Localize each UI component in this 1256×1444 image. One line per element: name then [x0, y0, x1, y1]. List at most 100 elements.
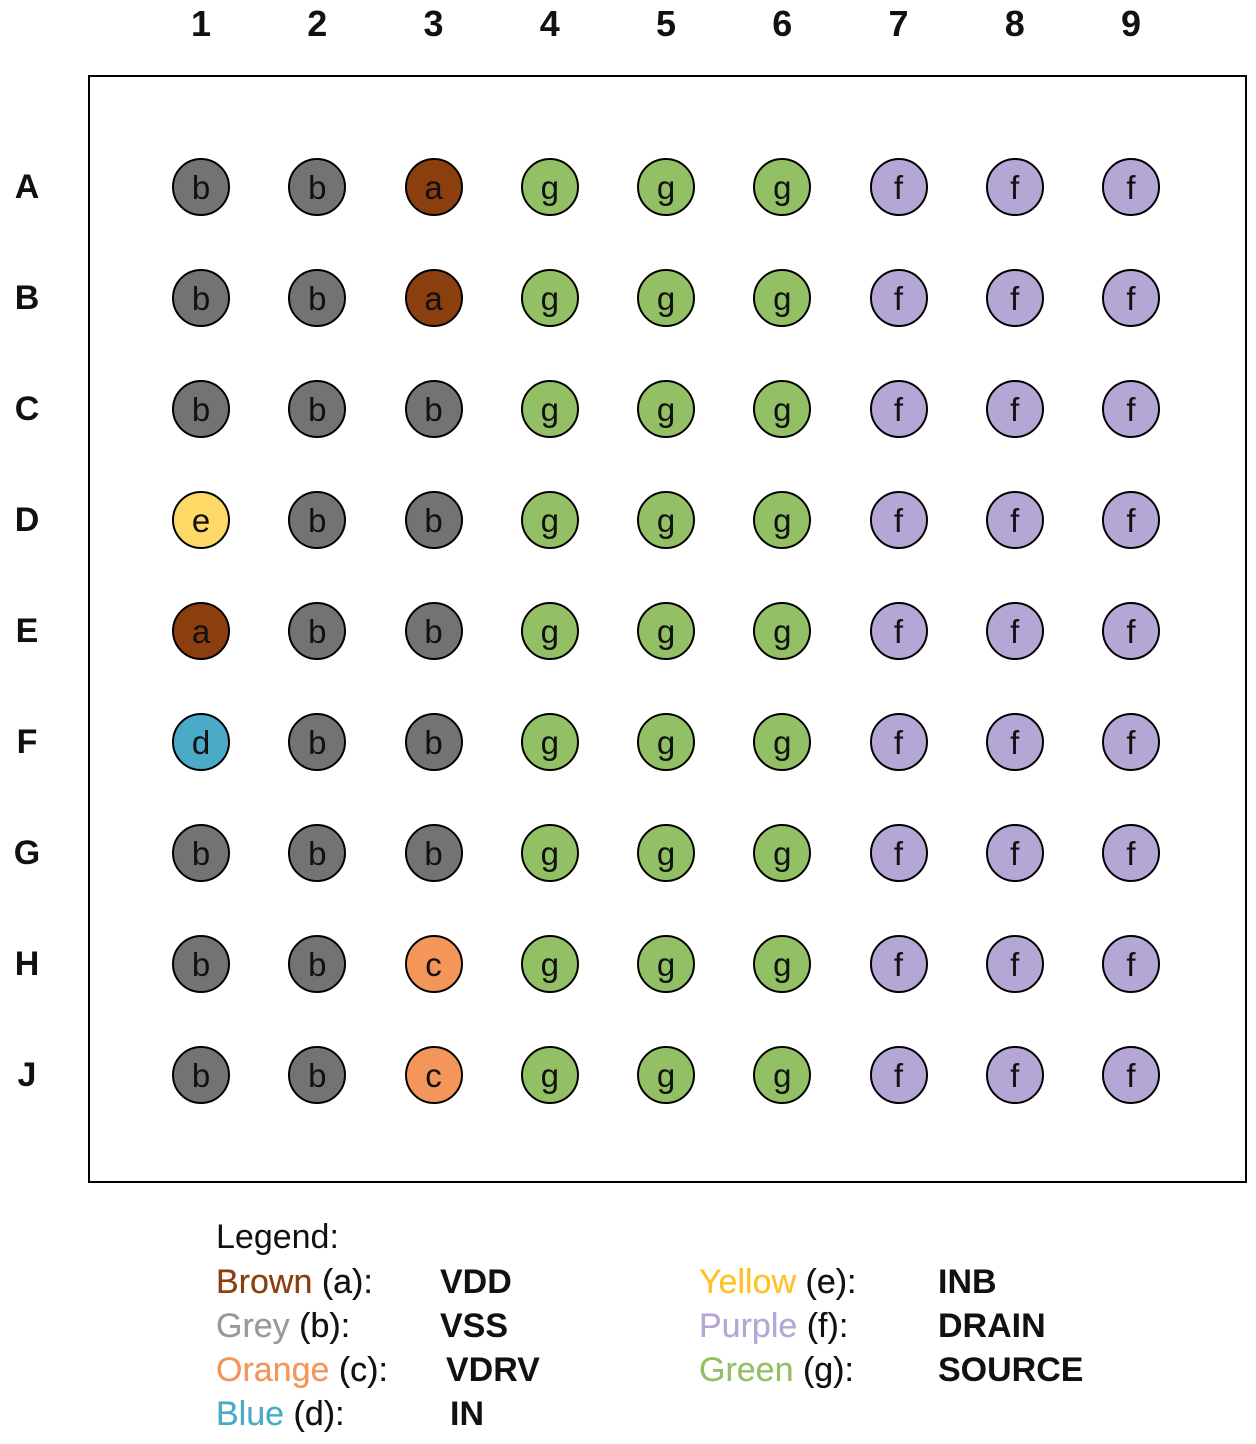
- row-label-E: E: [15, 612, 39, 650]
- pin-B8: f: [985, 269, 1044, 327]
- legend-item-g: Green (g):: [699, 1348, 854, 1392]
- pin-D5: g: [637, 491, 695, 549]
- pin-D1: e: [172, 491, 230, 549]
- pin-B2: b: [288, 269, 347, 327]
- pin-G6: g: [753, 824, 812, 882]
- legend-item-e: Yellow (e):: [699, 1260, 857, 1304]
- row-label-G: G: [13, 834, 41, 872]
- legend-signal-f: DRAIN: [938, 1307, 1046, 1345]
- pin-E4: g: [520, 602, 579, 660]
- pin-A8: f: [985, 158, 1044, 216]
- legend-color-name: Grey: [216, 1307, 290, 1345]
- pin-G1: b: [172, 824, 230, 882]
- row-label-F: F: [16, 723, 38, 761]
- row-label-D: D: [14, 501, 40, 539]
- pin-G3: b: [404, 824, 463, 882]
- pin-J8: f: [985, 1046, 1044, 1104]
- pin-E6: g: [753, 602, 812, 660]
- pin-F5: g: [637, 713, 695, 771]
- legend-color-name: Purple: [699, 1307, 798, 1345]
- pin-F6: g: [753, 713, 812, 771]
- pin-H8: f: [985, 935, 1044, 993]
- pin-J3: c: [404, 1046, 463, 1104]
- pin-C2: b: [288, 380, 347, 438]
- pin-J1: b: [172, 1046, 230, 1104]
- pin-C6: g: [753, 380, 812, 438]
- pin-F9: f: [1102, 713, 1160, 771]
- pin-B7: f: [869, 269, 928, 327]
- legend-item-f: Purple (f):: [699, 1304, 848, 1348]
- legend-code: (c):: [329, 1351, 388, 1389]
- pin-C4: g: [520, 380, 579, 438]
- legend-item-a: Brown (a):: [216, 1260, 373, 1304]
- pin-C7: f: [869, 380, 928, 438]
- legend-color-name: Brown: [216, 1263, 313, 1301]
- legend-signal-a: VDD: [440, 1263, 512, 1301]
- pin-G8: f: [985, 824, 1044, 882]
- pin-A9: f: [1102, 158, 1160, 216]
- pin-G7: f: [869, 824, 928, 882]
- row-label-C: C: [14, 390, 40, 428]
- pin-F3: b: [404, 713, 463, 771]
- pin-B9: f: [1102, 269, 1160, 327]
- pin-J7: f: [869, 1046, 928, 1104]
- column-label-6: 6: [772, 3, 793, 44]
- pin-C8: f: [985, 380, 1044, 438]
- pin-C9: f: [1102, 380, 1160, 438]
- pin-F4: g: [520, 713, 579, 771]
- pin-J6: g: [753, 1046, 812, 1104]
- pin-H9: f: [1102, 935, 1160, 993]
- legend-code: (a):: [312, 1263, 373, 1301]
- legend-code: (e):: [796, 1263, 857, 1301]
- pin-G5: g: [637, 824, 695, 882]
- pin-E2: b: [288, 602, 347, 660]
- pin-D2: b: [288, 491, 347, 549]
- pin-B6: g: [753, 269, 812, 327]
- pin-A1: b: [172, 158, 230, 216]
- pin-C5: g: [637, 380, 695, 438]
- legend-color-name: Yellow: [699, 1263, 797, 1301]
- row-label-H: H: [14, 945, 40, 983]
- pin-H5: g: [637, 935, 695, 993]
- pin-J2: b: [288, 1046, 347, 1104]
- column-label-9: 9: [1120, 3, 1142, 44]
- pin-G9: f: [1102, 824, 1160, 882]
- pin-A3: a: [404, 158, 463, 216]
- pin-H4: g: [520, 935, 579, 993]
- pin-H2: b: [288, 935, 347, 993]
- legend-code: (b):: [289, 1307, 351, 1345]
- legend-title: Legend:: [216, 1218, 339, 1256]
- pin-F2: b: [288, 713, 347, 771]
- pin-C3: b: [404, 380, 463, 438]
- pin-E1: a: [172, 602, 230, 660]
- pin-A5: g: [637, 158, 695, 216]
- pin-E9: f: [1102, 602, 1160, 660]
- pin-G2: b: [288, 824, 347, 882]
- pin-J5: g: [637, 1046, 695, 1104]
- legend-signal-c: VDRV: [446, 1351, 540, 1389]
- column-label-4: 4: [539, 3, 560, 44]
- pin-E8: f: [985, 602, 1044, 660]
- pin-F8: f: [985, 713, 1044, 771]
- pin-D4: g: [520, 491, 579, 549]
- legend-color-name: Blue: [216, 1395, 285, 1433]
- pin-D8: f: [985, 491, 1044, 549]
- pin-D9: f: [1102, 491, 1160, 549]
- pin-G4: g: [520, 824, 579, 882]
- row-label-A: A: [14, 168, 40, 206]
- pin-D6: g: [753, 491, 812, 549]
- pin-J4: g: [520, 1046, 579, 1104]
- pin-D3: b: [404, 491, 463, 549]
- legend-color-name: Orange: [216, 1351, 330, 1389]
- column-label-7: 7: [888, 3, 909, 44]
- legend-code: (d):: [284, 1395, 345, 1433]
- legend-item-c: Orange (c):: [216, 1348, 388, 1392]
- pin-A4: g: [520, 158, 579, 216]
- pin-B1: b: [172, 269, 230, 327]
- pin-H6: g: [753, 935, 812, 993]
- pin-A2: b: [288, 158, 347, 216]
- pin-E5: g: [637, 602, 695, 660]
- legend-signal-g: SOURCE: [938, 1351, 1084, 1389]
- legend-signal-d: IN: [450, 1395, 484, 1433]
- column-label-8: 8: [1004, 3, 1025, 44]
